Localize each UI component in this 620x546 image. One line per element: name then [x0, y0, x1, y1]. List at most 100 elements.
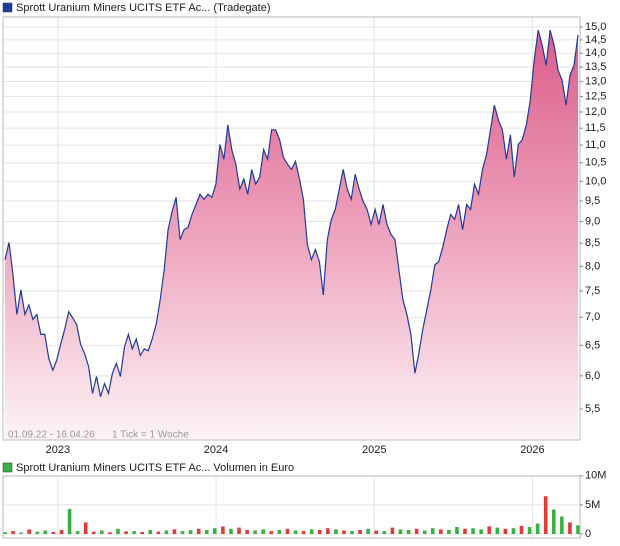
volume-bar [116, 528, 120, 534]
volume-bar [430, 528, 435, 534]
y-tick-label: 5M [585, 499, 600, 511]
y-tick-label: 8,5 [585, 237, 600, 249]
volume-bar [213, 528, 217, 534]
volume-bar [156, 531, 161, 534]
volume-bar [326, 528, 330, 534]
volume-bar [366, 528, 370, 534]
volume-bar [108, 532, 112, 534]
volume-bar [75, 531, 80, 534]
volume-bar [301, 531, 306, 534]
y-tick-label: 11,0 [585, 139, 606, 151]
volume-bar [390, 527, 395, 534]
volume-bar [221, 526, 225, 534]
y-tick-label: 10M [585, 470, 606, 482]
volume-bar [245, 529, 249, 534]
y-tick-label: 14,0 [585, 47, 606, 59]
footnote: 01.09.22 - 16.04.26 [8, 430, 95, 441]
volume-bar [253, 530, 257, 534]
volume-bar [374, 530, 379, 534]
volume-bar [439, 529, 443, 534]
volume-bar [519, 525, 524, 534]
y-tick-label: 7,5 [585, 285, 600, 297]
volume-bar [172, 529, 177, 534]
y-tick-label: 6,0 [585, 370, 600, 382]
volume-bar [3, 532, 7, 534]
volume-bar [204, 529, 209, 534]
volume-bar [277, 529, 282, 534]
volume-bar [576, 525, 580, 534]
legend-swatch [2, 462, 13, 473]
volume-bar [19, 532, 23, 534]
y-tick-label: 9,5 [585, 195, 600, 207]
volume-bar [479, 529, 483, 534]
volume-bar [334, 529, 338, 534]
y-tick-label: 13,0 [585, 75, 606, 87]
volume-bar [447, 529, 451, 534]
volume-bar [511, 528, 516, 534]
volume-bar [51, 531, 56, 534]
volume-bar [503, 528, 508, 534]
y-tick-label: 13,5 [585, 61, 606, 73]
y-tick-label: 9,0 [585, 215, 600, 227]
volume-bar [59, 529, 64, 534]
volume-bar [91, 531, 96, 534]
volume-bar [237, 527, 241, 534]
volume-bar [535, 523, 540, 534]
volume-bar [422, 530, 427, 534]
volume-bar [100, 530, 104, 534]
volume-bar [398, 529, 403, 534]
volume-bar [471, 528, 475, 534]
y-tick-label: 12,0 [585, 106, 606, 118]
volume-bar [196, 528, 201, 534]
y-tick-label: 6,5 [585, 339, 600, 351]
volume-bar [140, 531, 144, 534]
y-tick-label: 14,5 [585, 34, 606, 46]
y-tick-label: 0 [585, 528, 591, 540]
legend-label: Sprott Uranium Miners UCITS ETF Ac... Vo… [16, 462, 294, 474]
y-tick-label: 10,5 [585, 157, 606, 169]
x-tick-label: 2026 [520, 444, 544, 456]
volume-bar [67, 508, 72, 534]
area-fill [5, 30, 578, 440]
volume-bar [551, 509, 556, 534]
y-tick-label: 5,5 [585, 403, 600, 415]
y-tick-label: 8,0 [585, 260, 600, 272]
volume-bar [527, 527, 532, 534]
volume-bar [543, 496, 548, 534]
x-tick-label: 2024 [204, 444, 228, 456]
volume-bar [83, 522, 88, 534]
volume-bar [406, 529, 411, 534]
volume-bar [293, 530, 298, 534]
volume-bar [124, 531, 128, 534]
y-tick-label: 11,5 [585, 122, 606, 134]
volume-bar [309, 529, 314, 534]
plot-frame [2, 475, 581, 539]
volume-bar [43, 530, 48, 534]
volume-bar [560, 516, 564, 534]
volume-bar [350, 531, 354, 534]
volume-bar [358, 529, 362, 534]
volume-bar [495, 527, 500, 534]
volume-bar [188, 530, 193, 534]
price-line [4, 29, 579, 397]
volume-bar [285, 528, 290, 534]
plot-frame [2, 16, 581, 441]
volume-bar [568, 522, 572, 534]
y-tick-label: 15,0 [585, 21, 606, 33]
volume-bar [164, 530, 169, 534]
volume-bar [487, 526, 492, 534]
legend-swatch [2, 2, 13, 13]
volume-bar [261, 529, 266, 534]
volume-bar [35, 531, 40, 534]
x-tick-label: 2023 [46, 444, 70, 456]
volume-bar [455, 527, 459, 534]
y-tick-label: 12,5 [585, 90, 606, 102]
volume-bar [382, 531, 387, 534]
volume-bar [269, 531, 274, 534]
x-tick-label: 2025 [362, 444, 386, 456]
volume-bar [414, 528, 419, 534]
legend-label: Sprott Uranium Miners UCITS ETF Ac... (T… [16, 2, 271, 14]
volume-bar [180, 531, 185, 534]
volume-bar [463, 528, 467, 534]
